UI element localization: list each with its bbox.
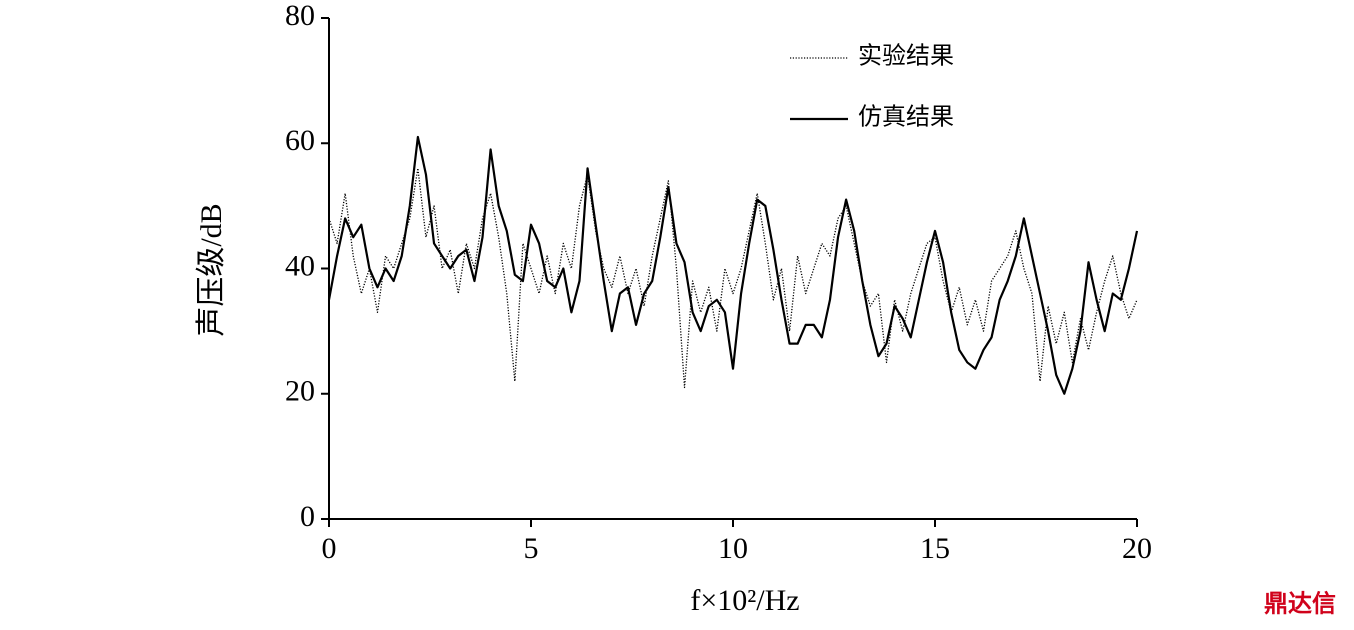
y-tick-label: 0 (300, 500, 315, 533)
y-tick-label: 80 (285, 0, 315, 32)
x-axis-label: f×10²/Hz (690, 584, 799, 617)
y-tick-label: 20 (285, 375, 315, 408)
y-tick-label: 60 (285, 124, 315, 157)
x-tick-label: 15 (920, 532, 950, 565)
y-tick-label: 40 (285, 249, 315, 282)
x-tick-label: 5 (524, 532, 539, 565)
legend-label: 仿真结果 (858, 104, 954, 131)
watermark: 鼎达信 (1264, 590, 1336, 618)
series-line (327, 135, 1139, 395)
y-axis-label: 声压级/dB (195, 203, 228, 336)
x-tick-label: 10 (718, 532, 748, 565)
legend-label: 实验结果 (858, 43, 954, 70)
x-tick-label: 0 (322, 532, 337, 565)
series-line (328, 167, 1138, 389)
x-tick-label: 20 (1122, 532, 1152, 565)
